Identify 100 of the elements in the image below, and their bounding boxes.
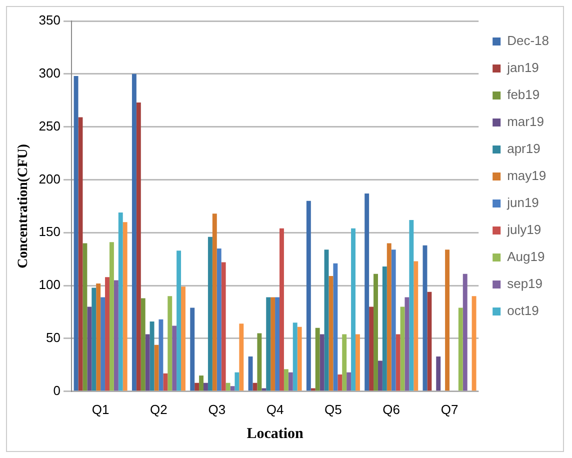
bar [82, 243, 88, 391]
bar [262, 388, 266, 391]
y-tick-label: 300 [38, 65, 60, 80]
legend-label: may19 [507, 168, 546, 184]
bar [96, 283, 101, 391]
bar [122, 222, 128, 391]
bar [324, 250, 329, 391]
bar [266, 297, 271, 391]
x-axis-title: Location [246, 426, 304, 442]
bar [216, 248, 222, 391]
legend-label: july19 [506, 222, 542, 238]
bar [194, 382, 200, 391]
bar [386, 243, 392, 391]
y-axis-title: Concentration(CFU) [16, 144, 32, 268]
bar [92, 288, 96, 391]
bar [472, 296, 476, 391]
bar [109, 242, 114, 391]
bar [176, 250, 182, 391]
bar [234, 372, 240, 391]
bar [445, 250, 450, 391]
bar [382, 266, 387, 391]
bar [275, 297, 280, 391]
bar [427, 292, 432, 391]
x-tick-label: Q3 [208, 402, 226, 417]
bar [270, 297, 276, 391]
x-tick-label: Q5 [324, 402, 342, 417]
y-tick-label: 100 [38, 277, 60, 292]
y-tick-label: 150 [38, 224, 60, 240]
bar [351, 228, 356, 391]
bar [338, 374, 342, 391]
y-tick-label: 350 [38, 12, 60, 28]
bar [204, 382, 208, 391]
bar [163, 373, 168, 391]
bar [458, 308, 463, 391]
bar [462, 274, 468, 391]
bar [140, 298, 146, 391]
legend-label: jun19 [506, 195, 539, 210]
bar [310, 388, 316, 391]
bar [136, 102, 141, 391]
x-tick-label: Q2 [150, 402, 168, 417]
y-tick-label: 200 [38, 171, 60, 186]
y-tick-label: 250 [38, 118, 60, 134]
legend-label: sep19 [507, 276, 543, 292]
bar [292, 322, 298, 391]
legend-label: feb19 [507, 87, 540, 102]
bar [306, 200, 311, 391]
bar [114, 280, 118, 391]
bar [414, 261, 418, 391]
bar [288, 372, 293, 391]
bar [378, 360, 382, 391]
legend-label: Aug19 [507, 249, 545, 264]
bar [87, 306, 92, 391]
bar [208, 236, 212, 391]
legend-label: mar19 [507, 114, 544, 130]
bar [150, 322, 154, 391]
bar [257, 333, 262, 391]
legend-label: jan19 [506, 60, 539, 76]
bar [199, 376, 204, 391]
y-tick-label: 50 [46, 330, 60, 346]
bar [436, 356, 441, 391]
bar [364, 194, 370, 391]
bar [374, 274, 378, 391]
bar [346, 372, 352, 391]
x-tick-label: Q4 [266, 402, 284, 417]
bar [355, 334, 360, 391]
bar [190, 308, 195, 391]
bar [396, 334, 400, 391]
bar [280, 228, 284, 391]
bar [158, 319, 164, 391]
bar [145, 334, 150, 391]
bar [168, 296, 172, 391]
bar [320, 334, 324, 391]
bar [284, 369, 288, 391]
bar [226, 382, 230, 391]
bar [328, 276, 334, 391]
bar [297, 326, 302, 391]
bar [74, 76, 78, 391]
bar [212, 214, 217, 391]
x-tick-label: Q7 [440, 402, 458, 417]
legend-label: apr19 [507, 141, 540, 156]
bar [181, 286, 186, 391]
legend-label: oct19 [507, 303, 539, 318]
bar [221, 262, 226, 391]
bar [105, 277, 110, 391]
x-tick-label: Q6 [382, 402, 400, 417]
bar [315, 328, 320, 391]
y-tick-label: 0 [53, 382, 60, 398]
bar [239, 324, 244, 391]
bar [400, 306, 405, 391]
bar [333, 263, 338, 391]
bar [100, 297, 106, 391]
x-tick-label: Q1 [92, 402, 110, 417]
bar [78, 117, 83, 391]
bar [172, 326, 177, 391]
bar [118, 212, 123, 391]
bar [342, 334, 347, 391]
bar [404, 297, 410, 391]
legend-label: Dec-18 [507, 33, 550, 48]
bar [409, 220, 414, 391]
bar [422, 245, 428, 391]
